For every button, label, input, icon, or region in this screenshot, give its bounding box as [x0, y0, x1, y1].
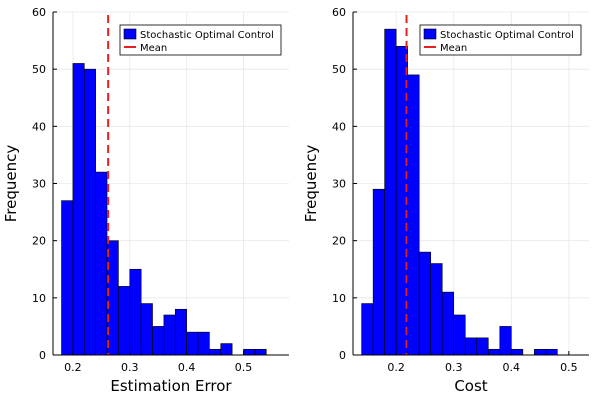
histogram-bar: [152, 326, 165, 356]
histogram-bar: [453, 314, 466, 356]
y-tick-label: 0: [339, 349, 346, 362]
histogram-bar: [163, 314, 176, 356]
x-axis-label: Estimation Error: [110, 377, 232, 395]
histogram-bar: [186, 331, 199, 356]
histogram-bar: [499, 326, 512, 356]
legend-swatch-series: [123, 28, 137, 40]
y-tick-label: 20: [332, 235, 346, 248]
y-tick-label: 20: [32, 235, 46, 248]
histogram-bar: [384, 28, 397, 356]
y-tick-label: 10: [32, 292, 46, 305]
legend-box: [419, 24, 582, 56]
y-axis-label: Frequency: [2, 145, 20, 223]
histogram-bar: [430, 263, 443, 356]
histogram-bar: [72, 63, 85, 356]
x-tick-label: 0.5: [560, 361, 578, 374]
legend-box: [119, 24, 282, 56]
histogram-bar: [61, 200, 74, 356]
histogram-bar: [174, 308, 187, 356]
histogram-bar: [140, 303, 153, 356]
histogram-bar: [441, 291, 455, 356]
histogram-bar: [220, 343, 233, 356]
legend-swatch-series: [423, 28, 437, 40]
histogram-bar: [129, 268, 142, 356]
y-tick-label: 50: [332, 63, 346, 76]
histogram-bar: [476, 337, 489, 356]
histogram-bar: [510, 348, 524, 356]
x-tick-label: 0.2: [64, 361, 82, 374]
chart-panel-2: 0.2 0.3 0.4 0.5 0 10 20 30 40 50 60 Cost Frequency St…: [302, 6, 589, 395]
histogram-bar: [95, 171, 108, 356]
legend-label-mean: Mean: [140, 43, 167, 54]
histogram-bar: [361, 303, 374, 356]
x-tick-label: 0.4: [178, 361, 196, 374]
histogram-bar: [407, 74, 420, 356]
histogram-bar: [118, 286, 131, 356]
y-tick-label: 40: [32, 120, 46, 133]
histogram-bar: [464, 337, 478, 356]
y-tick-label: 0: [39, 349, 46, 362]
y-axis-label: Frequency: [302, 145, 320, 223]
histogram-bar: [197, 331, 210, 356]
histogram-bar: [209, 348, 222, 356]
x-tick-label: 0.2: [387, 361, 405, 374]
legend-label-series: Stochastic Optimal Control: [140, 30, 274, 41]
histogram-bar: [545, 348, 558, 356]
x-tick-label: 0.4: [503, 361, 521, 374]
chart-panel-1: 0.2 0.3 0.4 0.5 0 10 20 30 40 50 60 Estimation Erro…: [2, 6, 289, 395]
y-tick-label: 60: [332, 6, 346, 19]
x-tick-label: 0.3: [445, 361, 463, 374]
histogram-bar: [487, 348, 501, 356]
y-tick-label: 10: [332, 292, 346, 305]
histogram-bar: [534, 348, 547, 356]
y-tick-label: 50: [32, 63, 46, 76]
histogram-bar: [243, 348, 256, 356]
histogram-bar: [254, 348, 267, 356]
histogram-bar: [106, 240, 119, 356]
x-tick-label: 0.3: [121, 361, 139, 374]
legend-label-mean: Mean: [440, 43, 467, 54]
y-tick-label: 30: [32, 178, 46, 191]
y-tick-label: 40: [332, 120, 346, 133]
histogram-bar: [83, 68, 96, 356]
histogram-bar: [418, 251, 432, 356]
legend-label-series: Stochastic Optimal Control: [440, 30, 574, 41]
y-tick-label: 60: [32, 6, 46, 19]
x-axis-label: Cost: [454, 377, 487, 395]
histogram-bar: [372, 188, 385, 356]
x-tick-label: 0.5: [235, 361, 253, 374]
y-tick-label: 30: [332, 178, 346, 191]
